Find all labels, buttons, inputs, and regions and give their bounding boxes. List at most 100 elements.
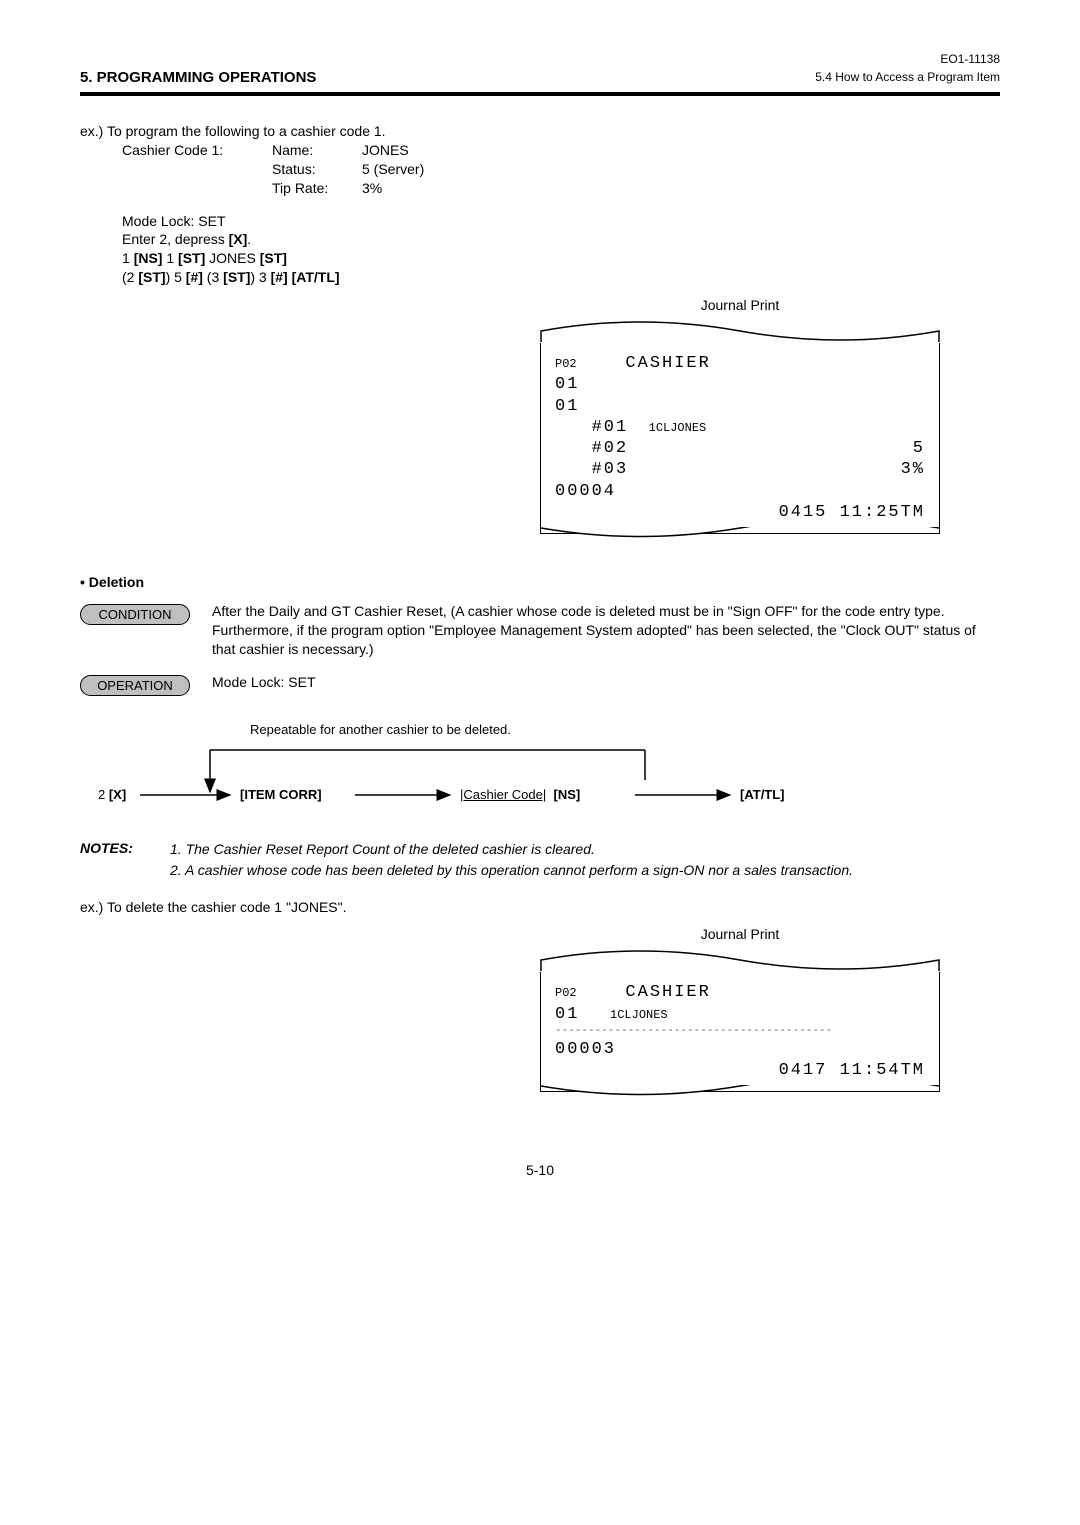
t: |Cashier Code| xyxy=(460,787,546,802)
t: (2 xyxy=(122,269,138,285)
deletion-heading: • Deletion xyxy=(80,574,1000,590)
t: 2 xyxy=(98,787,109,802)
flow-2x: 2 [X] xyxy=(98,787,126,802)
t: JONES xyxy=(205,250,259,266)
field-status: Status: 5 (Server) xyxy=(272,160,424,179)
header-title: 5. PROGRAMMING OPERATIONS xyxy=(80,69,316,86)
t: ) 5 xyxy=(166,269,186,285)
receipt-bottom-tear-icon xyxy=(540,527,941,551)
t: 1CLJONES xyxy=(649,421,707,435)
receipt-top-tear-icon xyxy=(540,948,940,972)
operation-pill: OPERATION xyxy=(80,675,190,696)
t: 0417 11:54TM xyxy=(779,1060,925,1081)
receipt-row: #01 1CLJONES xyxy=(555,417,925,438)
notes: NOTES: 1. The Cashier Reset Report Count… xyxy=(80,840,1000,882)
note-1: 1. The Cashier Reset Report Count of the… xyxy=(170,840,853,859)
tip-value: 3% xyxy=(362,179,382,198)
condition-row: CONDITION After the Daily and GT Cashier… xyxy=(80,602,1000,659)
t: 1 xyxy=(162,250,178,266)
receipt-row: 01 xyxy=(555,374,925,395)
t: 0415 11:25TM xyxy=(779,502,925,523)
receipt-row: #02 5 xyxy=(555,438,925,459)
receipt-row: P02 CASHIER xyxy=(555,353,925,374)
step-line3: 1 [NS] 1 [ST] JONES [ST] xyxy=(122,249,1000,268)
notes-body: 1. The Cashier Reset Report Count of the… xyxy=(170,840,853,882)
receipt-row: #03 3% xyxy=(555,459,925,480)
t: CASHIER xyxy=(625,354,710,373)
t: [ST] xyxy=(260,250,287,266)
receipt-bottom-tear-icon xyxy=(540,1085,941,1109)
t: 01 xyxy=(555,1005,579,1024)
t: #01 xyxy=(555,418,628,437)
operation-row: OPERATION Mode Lock: SET xyxy=(80,673,1000,696)
t: [NS] xyxy=(554,787,581,802)
page: 5. PROGRAMMING OPERATIONS EO1-11138 5.4 … xyxy=(0,0,1080,1238)
t: [#] xyxy=(186,269,203,285)
flow-diagram: Repeatable for another cashier to be del… xyxy=(80,710,1000,830)
header-rule xyxy=(80,92,1000,96)
doc-code: EO1-11138 xyxy=(815,50,1000,68)
tip-label: Tip Rate: xyxy=(272,179,362,198)
t: CASHIER xyxy=(625,983,710,1002)
page-number: 5-10 xyxy=(80,1162,1000,1178)
t: #03 xyxy=(555,459,628,480)
status-label: Status: xyxy=(272,160,362,179)
flow-attl: [AT/TL] xyxy=(740,787,785,802)
receipt-row: 00003 xyxy=(555,1039,925,1060)
t: [X] xyxy=(229,231,248,247)
journal2-label: Journal Print xyxy=(540,926,940,942)
receipt-row: 00004 xyxy=(555,481,925,502)
flow-cashiercode: |Cashier Code| [NS] xyxy=(460,787,580,802)
receipt-row: P02 CASHIER xyxy=(555,982,925,1003)
name-value: JONES xyxy=(362,141,409,160)
step-modelock: Mode Lock: SET xyxy=(122,212,1000,231)
note-2: 2. A cashier whose code has been deleted… xyxy=(170,861,853,880)
flow-itemcorr: [ITEM CORR] xyxy=(240,787,322,802)
example1-intro: ex.) To program the following to a cashi… xyxy=(80,122,1000,141)
field-tip: Tip Rate: 3% xyxy=(272,179,424,198)
status-value: 5 (Server) xyxy=(362,160,424,179)
cashier-code-label: Cashier Code 1: xyxy=(122,141,272,198)
t: [ST] xyxy=(138,269,165,285)
t: [ST] xyxy=(223,269,250,285)
t: 1 xyxy=(122,250,134,266)
t: 3% xyxy=(901,459,925,480)
flow-arrows-icon xyxy=(80,710,1000,830)
t: P02 xyxy=(555,986,577,1000)
journal1-receipt: P02 CASHIER 01 01 #01 1CLJONES #02 5 #03 3… xyxy=(540,343,940,534)
journal1-wrap: Journal Print P02 CASHIER 01 01 #01 1CLJ… xyxy=(540,297,940,534)
t: ) 3 xyxy=(250,269,270,285)
condition-text: After the Daily and GT Cashier Reset, (A… xyxy=(212,602,1000,659)
repeat-caption: Repeatable for another cashier to be del… xyxy=(250,722,511,737)
t: [ST] xyxy=(178,250,205,266)
t: (3 xyxy=(203,269,223,285)
receipt-dash: ----------------------------------------… xyxy=(555,1025,925,1039)
operation-text: Mode Lock: SET xyxy=(212,673,1000,692)
receipt-row: 0415 11:25TM xyxy=(555,502,925,523)
t: [NS] xyxy=(134,250,163,266)
step-line4: (2 [ST]) 5 [#] (3 [ST]) 3 [#] [AT/TL] xyxy=(122,268,1000,287)
t: Enter 2, depress xyxy=(122,231,229,247)
journal2-wrap: Journal Print P02 CASHIER 01 1CLJONES --… xyxy=(540,926,940,1092)
t: P02 xyxy=(555,357,577,371)
t: [X] xyxy=(109,787,126,802)
header-right: EO1-11138 5.4 How to Access a Program It… xyxy=(815,50,1000,86)
field-name: Name: JONES xyxy=(272,141,424,160)
t: 2. A cashier whose code has been deleted… xyxy=(170,862,853,878)
receipt-top-tear-icon xyxy=(540,319,940,343)
page-header: 5. PROGRAMMING OPERATIONS EO1-11138 5.4 … xyxy=(80,50,1000,86)
journal1-label: Journal Print xyxy=(540,297,940,313)
journal2-receipt: P02 CASHIER 01 1CLJONES ----------------… xyxy=(540,972,940,1092)
notes-heading: NOTES: xyxy=(80,840,170,882)
t: 1CLJONES xyxy=(610,1008,668,1022)
receipt-row: 01 xyxy=(555,396,925,417)
t: #02 xyxy=(555,438,628,459)
t: . xyxy=(247,231,251,247)
receipt-row: 0417 11:54TM xyxy=(555,1060,925,1081)
t: [#] [AT/TL] xyxy=(271,269,340,285)
section-ref: 5.4 How to Access a Program Item xyxy=(815,68,1000,86)
example2: ex.) To delete the cashier code 1 "JONES… xyxy=(80,898,1000,917)
t: 5 xyxy=(913,438,925,459)
name-label: Name: xyxy=(272,141,362,160)
condition-pill: CONDITION xyxy=(80,604,190,625)
